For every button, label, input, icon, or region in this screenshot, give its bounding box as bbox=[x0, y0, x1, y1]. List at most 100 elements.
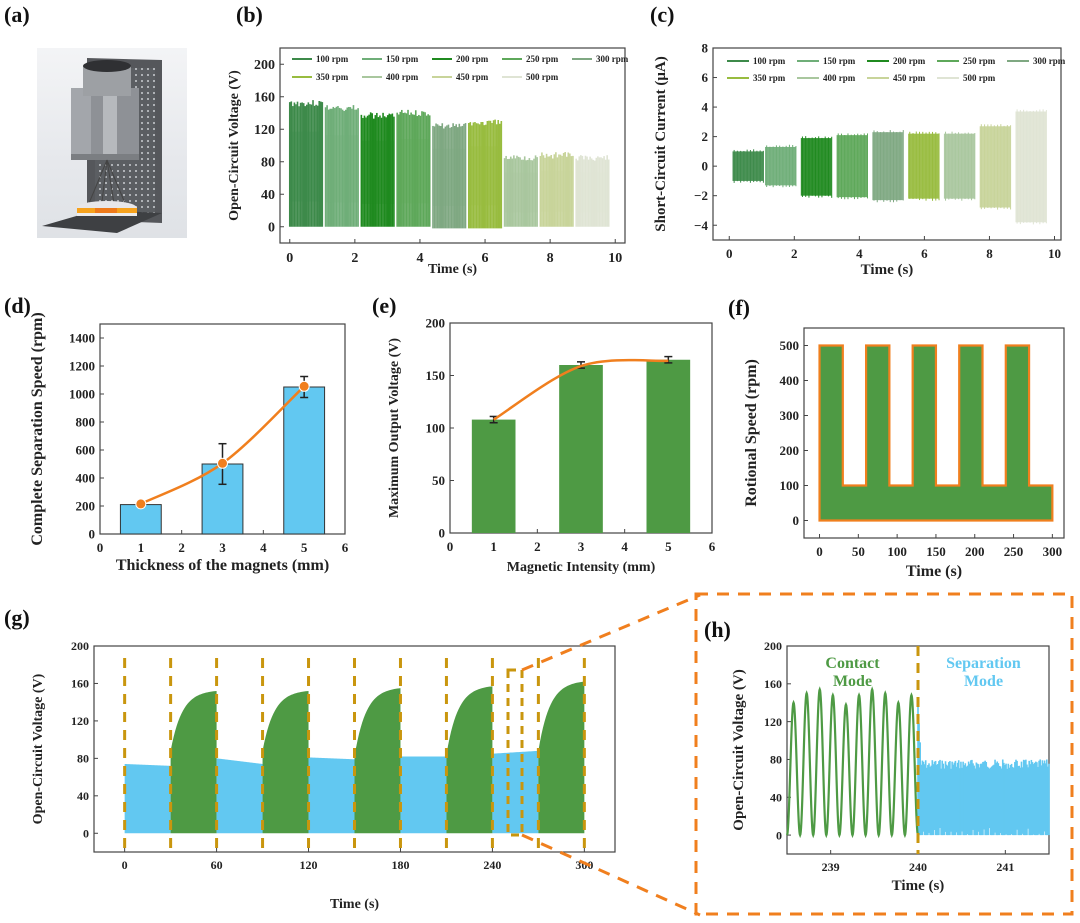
series-150-rpm bbox=[324, 105, 359, 227]
series-300-rpm bbox=[872, 130, 904, 203]
separation-mode-region bbox=[400, 756, 447, 834]
x-tick-label: 2 bbox=[351, 251, 358, 266]
x-tick-label: 60 bbox=[211, 858, 223, 872]
series-250-rpm bbox=[836, 133, 868, 200]
signal-envelope bbox=[325, 135, 359, 203]
y-tick-label: 40 bbox=[770, 790, 782, 804]
contact-mode-region bbox=[170, 690, 217, 834]
x-tick-label: 0 bbox=[726, 246, 733, 261]
chart-max-voltage-vs-magnetic-intensity: 0 1 2 3 4 5 6 0 50 100 150 200 Magnetic Intensity (m… bbox=[387, 316, 716, 575]
x-tick-label: 240 bbox=[909, 860, 927, 874]
x-tick-label: 2 bbox=[534, 539, 541, 554]
legend-label: 200 rpm bbox=[893, 56, 926, 66]
x-tick-label: 180 bbox=[391, 858, 409, 872]
x-tick-label: 8 bbox=[986, 246, 993, 261]
series-500-rpm bbox=[575, 155, 610, 227]
signal-envelope bbox=[540, 170, 573, 212]
x-tick-label: 1 bbox=[138, 540, 145, 555]
x-tick-label: 6 bbox=[482, 251, 489, 266]
x-tick-label: 0 bbox=[286, 251, 293, 266]
y-tick-label: 4 bbox=[702, 100, 709, 115]
y-tick-label: 0 bbox=[83, 826, 89, 840]
plot-frame bbox=[93, 645, 616, 853]
contact-mode-region bbox=[446, 686, 493, 834]
x-axis-label: Thickness of the magnets (mm) bbox=[116, 557, 329, 574]
x-tick-label: 10 bbox=[1048, 246, 1061, 261]
bar bbox=[559, 365, 603, 533]
series-450-rpm bbox=[539, 152, 574, 227]
y-axis-label: Rotional Speed (rpm) bbox=[743, 359, 760, 507]
panel-label-e: (e) bbox=[372, 293, 397, 318]
signal-envelope bbox=[504, 172, 538, 213]
x-axis-label: Time (s) bbox=[861, 262, 914, 278]
legend-label: 450 rpm bbox=[456, 72, 489, 82]
panel-label-a: (a) bbox=[4, 2, 30, 27]
y-tick-label: 160 bbox=[71, 677, 89, 691]
trend-marker bbox=[217, 457, 228, 469]
signal-envelope bbox=[289, 131, 323, 202]
y-tick-label: 800 bbox=[76, 415, 96, 430]
x-tick-label: 10 bbox=[608, 251, 622, 266]
y-tick-label: 6 bbox=[702, 70, 709, 85]
x-tick-label: 250 bbox=[1004, 544, 1024, 559]
y-tick-label: 1000 bbox=[69, 387, 95, 402]
y-tick-label: 40 bbox=[77, 789, 89, 803]
x-tick-label: 6 bbox=[342, 540, 349, 555]
chart-rotational-speed-profile: 0 50 100 150 200 250 300 0 100 200 300 400 500 Time (… bbox=[743, 327, 1065, 580]
series-100-rpm bbox=[732, 149, 764, 183]
y-tick-label: 0 bbox=[89, 527, 96, 542]
y-tick-label: −4 bbox=[694, 218, 708, 233]
x-tick-label: 239 bbox=[822, 860, 840, 874]
trend-marker bbox=[135, 498, 147, 510]
y-axis-label: Open-Circuit Voltage (V) bbox=[227, 70, 242, 221]
x-tick-label: 2 bbox=[178, 540, 185, 555]
contact-mode-region bbox=[262, 690, 309, 834]
y-tick-label: 200 bbox=[426, 316, 446, 331]
series-500-rpm bbox=[1015, 109, 1047, 225]
legend-label: 100 rpm bbox=[316, 54, 349, 64]
chart-open-circuit-voltage-vs-rpm: 0 2 4 6 8 10 0 40 80 120 160 200 Time (s) Open-Circui… bbox=[227, 47, 629, 277]
x-tick-label: 1 bbox=[490, 539, 497, 554]
plot-frame bbox=[712, 47, 1062, 241]
panel-label-d: (d) bbox=[4, 293, 31, 318]
x-tick-label: 300 bbox=[1043, 544, 1063, 559]
separation-mode-region bbox=[216, 758, 263, 834]
x-tick-label: 6 bbox=[921, 246, 928, 261]
y-tick-label: 40 bbox=[261, 188, 275, 203]
legend-label: 500 rpm bbox=[526, 72, 559, 82]
series-100-rpm bbox=[288, 100, 324, 227]
legend-label: 350 rpm bbox=[316, 72, 349, 82]
series-400-rpm bbox=[943, 131, 976, 201]
x-tick-label: 100 bbox=[887, 544, 907, 559]
y-tick-label: 50 bbox=[432, 473, 445, 488]
trend-line bbox=[493, 358, 669, 421]
zoom-connector-bottom bbox=[521, 833, 701, 917]
legend-label: 300 rpm bbox=[596, 54, 629, 64]
series-200-rpm bbox=[800, 136, 833, 198]
y-tick-label: 120 bbox=[764, 715, 782, 729]
bar bbox=[646, 359, 691, 533]
panel-label-f: (f) bbox=[728, 295, 750, 320]
y-tick-label: 80 bbox=[770, 753, 782, 767]
y-tick-label: 0 bbox=[439, 526, 446, 541]
x-tick-label: 8 bbox=[547, 251, 554, 266]
y-tick-label: 0 bbox=[776, 828, 782, 842]
y-tick-label: 0 bbox=[793, 513, 800, 528]
y-tick-label: 0 bbox=[268, 221, 275, 236]
x-tick-label: 3 bbox=[219, 540, 226, 555]
zoom-target-frame bbox=[694, 592, 1074, 916]
signal-envelope bbox=[361, 140, 394, 204]
x-tick-label: 3 bbox=[578, 539, 585, 554]
x-tick-label: 5 bbox=[665, 539, 672, 554]
separation-mode-region bbox=[124, 763, 171, 834]
bar bbox=[283, 386, 326, 535]
bar bbox=[471, 419, 516, 533]
separation-mode-annotation: Separation bbox=[946, 655, 1021, 672]
series-350-rpm bbox=[467, 119, 503, 229]
y-tick-label: 150 bbox=[426, 368, 446, 383]
legend-label: 450 rpm bbox=[893, 73, 926, 83]
chart-short-circuit-current-vs-rpm: 0 2 4 6 8 10 −4 −2 0 2 4 6 8 Time (s) Short-Circuit Cu… bbox=[653, 41, 1066, 278]
separation-mode-region bbox=[308, 757, 355, 834]
